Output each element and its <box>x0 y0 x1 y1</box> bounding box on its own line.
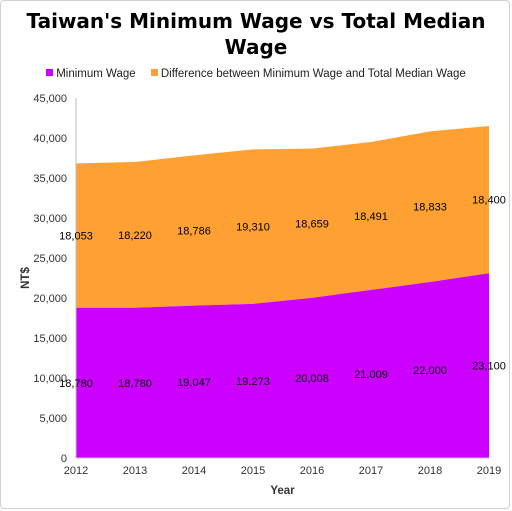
data-label-minimum-wage: 18,780 <box>59 378 93 390</box>
x-tick-label: 2012 <box>64 465 88 477</box>
chart-legend: Minimum Wage Difference between Minimum … <box>0 68 512 80</box>
data-label-minimum-wage: 19,047 <box>177 377 211 389</box>
data-label-difference: 18,220 <box>118 230 152 242</box>
data-label-minimum-wage: 23,100 <box>472 361 506 373</box>
legend-entry-difference: Difference between Minimum Wage and Tota… <box>150 68 466 80</box>
chart-title: Taiwan's Minimum Wage vs Total Median Wa… <box>0 8 512 60</box>
data-label-difference: 19,310 <box>236 222 270 234</box>
data-label-difference: 18,491 <box>354 211 388 223</box>
legend-swatch-minimum-wage <box>46 69 54 76</box>
data-label-difference: 18,833 <box>413 202 447 214</box>
data-label-minimum-wage: 18,780 <box>118 378 152 390</box>
data-label-difference: 18,659 <box>295 218 329 230</box>
y-tick-label: 25,000 <box>33 253 67 265</box>
y-tick-label: 35,000 <box>33 173 67 185</box>
data-label-difference: 18,786 <box>177 225 211 237</box>
area-minimum-wage <box>76 273 489 458</box>
x-tick-label: 2014 <box>182 465 206 477</box>
x-tick-label: 2013 <box>123 465 147 477</box>
y-tick-label: 40,000 <box>33 133 67 145</box>
legend-entry-minimum-wage: Minimum Wage <box>46 68 136 80</box>
x-axis-title: Year <box>270 485 295 497</box>
legend-label-difference: Difference between Minimum Wage and Tota… <box>160 68 466 80</box>
x-tick-label: 2016 <box>300 465 324 477</box>
y-tick-label: 15,000 <box>33 333 67 345</box>
legend-swatch-difference <box>150 69 158 76</box>
y-axis-title: NT$ <box>20 267 32 289</box>
y-tick-label: 5,000 <box>39 413 67 425</box>
x-tick-label: 2019 <box>477 465 501 477</box>
x-tick-label: 2018 <box>418 465 442 477</box>
data-label-difference: 18,400 <box>472 195 506 207</box>
data-label-minimum-wage: 20,008 <box>295 373 329 385</box>
data-label-minimum-wage: 22,000 <box>413 365 447 377</box>
x-tick-label: 2017 <box>359 465 383 477</box>
chart-title-line-2: Wage <box>224 35 288 59</box>
y-tick-label: 10,000 <box>33 373 67 385</box>
y-tick-label: 30,000 <box>33 213 67 225</box>
chart-title-line-1: Taiwan's Minimum Wage vs Total Median <box>26 9 486 33</box>
x-tick-label: 2015 <box>241 465 265 477</box>
data-label-difference: 18,053 <box>59 231 93 243</box>
y-tick-label: 0 <box>61 453 67 465</box>
y-tick-label: 45,000 <box>33 93 67 105</box>
data-label-minimum-wage: 21,009 <box>354 369 388 381</box>
area-difference <box>76 126 489 308</box>
legend-label-minimum-wage: Minimum Wage <box>56 68 136 80</box>
y-tick-label: 20,000 <box>33 293 67 305</box>
data-label-minimum-wage: 19,273 <box>236 376 270 388</box>
